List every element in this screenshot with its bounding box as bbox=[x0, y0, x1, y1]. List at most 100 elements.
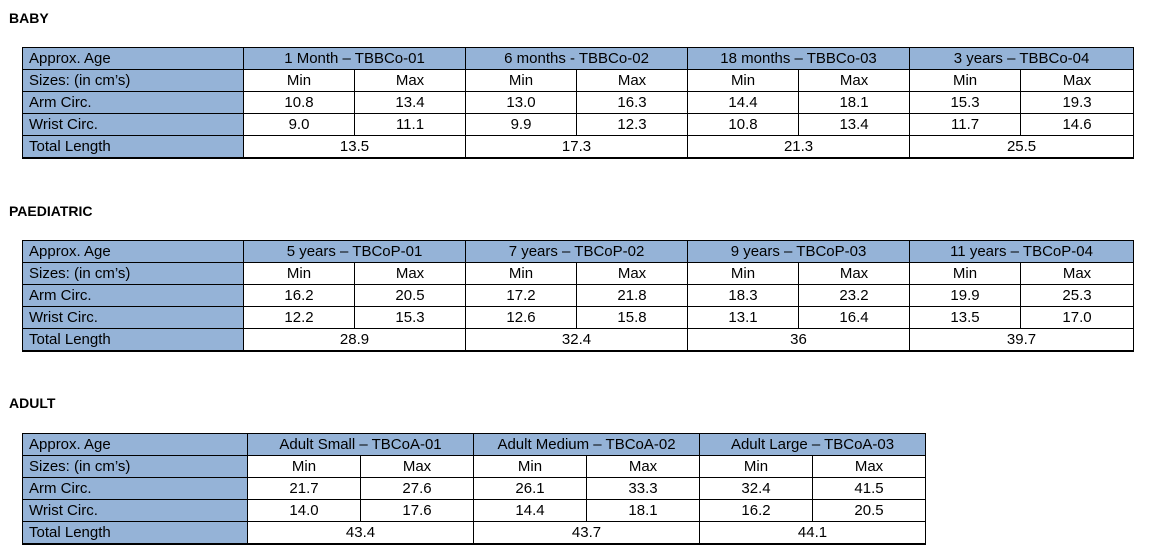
row-label: Total Length bbox=[22, 328, 244, 352]
table-cell: 14.0 bbox=[247, 499, 361, 522]
wrist-circ-row: Wrist Circ. 14.0 17.6 14.4 18.1 16.2 20.… bbox=[22, 499, 927, 522]
max-header: Max bbox=[354, 262, 466, 285]
min-header: Min bbox=[247, 455, 361, 478]
min-header: Min bbox=[465, 262, 577, 285]
row-label: Arm Circ. bbox=[22, 91, 244, 114]
table-cell: 16.3 bbox=[576, 91, 688, 114]
table-cell: 12.6 bbox=[465, 306, 577, 329]
total-length-cell: 36 bbox=[687, 328, 910, 352]
table-cell: 19.9 bbox=[909, 284, 1021, 307]
table-cell: 19.3 bbox=[1020, 91, 1135, 114]
max-header: Max bbox=[576, 262, 688, 285]
size-group-header: 18 months – TBBCo-03 bbox=[687, 47, 910, 70]
min-header: Min bbox=[909, 69, 1021, 92]
total-length-cell: 13.5 bbox=[242, 135, 466, 159]
table-cell: 18.1 bbox=[585, 499, 700, 522]
row-label: Approx. Age bbox=[22, 47, 244, 70]
table-cell: 10.8 bbox=[687, 113, 799, 136]
table-cell: 25.3 bbox=[1019, 284, 1135, 307]
adult-size-table: Approx. Age Adult Small – TBCoA-01 Adult… bbox=[22, 433, 927, 545]
table-cell: 17.0 bbox=[1019, 306, 1135, 329]
approx-age-row: Approx. Age 5 years – TBCoP-01 7 years –… bbox=[22, 240, 1135, 263]
max-header: Max bbox=[576, 69, 688, 92]
table-cell: 26.1 bbox=[473, 477, 587, 500]
baby-size-table: Approx. Age 1 Month – TBBCo-01 6 months … bbox=[22, 47, 1135, 159]
total-length-cell: 21.3 bbox=[687, 135, 910, 159]
table-cell: 32.4 bbox=[699, 477, 813, 500]
max-header: Max bbox=[798, 262, 910, 285]
total-length-cell: 43.4 bbox=[247, 521, 474, 545]
size-group-header: Adult Small – TBCoA-01 bbox=[247, 433, 474, 456]
size-group-header: 3 years – TBBCo-04 bbox=[909, 47, 1135, 70]
table-cell: 15.3 bbox=[354, 306, 466, 329]
size-group-header: 9 years – TBCoP-03 bbox=[687, 240, 910, 263]
total-length-row: Total Length 43.4 43.7 44.1 bbox=[22, 521, 927, 545]
table-cell: 41.5 bbox=[812, 477, 927, 500]
size-group-header: 1 Month – TBBCo-01 bbox=[242, 47, 466, 70]
row-label: Wrist Circ. bbox=[22, 113, 244, 136]
total-length-cell: 44.1 bbox=[699, 521, 927, 545]
total-length-row: Total Length 13.5 17.3 21.3 25.5 bbox=[22, 135, 1135, 159]
table-cell: 11.1 bbox=[353, 113, 466, 136]
row-label: Wrist Circ. bbox=[22, 499, 248, 522]
total-length-row: Total Length 28.9 32.4 36 39.7 bbox=[22, 328, 1135, 352]
table-cell: 11.7 bbox=[909, 113, 1021, 136]
row-label: Approx. Age bbox=[22, 433, 248, 456]
max-header: Max bbox=[1020, 69, 1135, 92]
total-length-cell: 32.4 bbox=[465, 328, 688, 352]
row-label: Total Length bbox=[22, 521, 248, 545]
table-cell: 23.2 bbox=[798, 284, 910, 307]
table-cell: 15.8 bbox=[576, 306, 688, 329]
table-cell: 13.4 bbox=[798, 113, 910, 136]
max-header: Max bbox=[798, 69, 910, 92]
min-header: Min bbox=[243, 262, 355, 285]
table-cell: 20.5 bbox=[812, 499, 927, 522]
total-length-cell: 25.5 bbox=[909, 135, 1135, 159]
table-cell: 13.1 bbox=[687, 306, 799, 329]
section-title-baby: BABY bbox=[9, 10, 49, 26]
table-cell: 27.6 bbox=[360, 477, 474, 500]
table-cell: 21.8 bbox=[576, 284, 688, 307]
table-cell: 13.0 bbox=[465, 91, 577, 114]
size-group-header: 7 years – TBCoP-02 bbox=[465, 240, 688, 263]
row-label: Wrist Circ. bbox=[22, 306, 244, 329]
sizes-row: Sizes: (in cm’s) Min Max Min Max Min Max… bbox=[22, 69, 1135, 92]
arm-circ-row: Arm Circ. 16.2 20.5 17.2 21.8 18.3 23.2 … bbox=[22, 284, 1135, 307]
min-header: Min bbox=[243, 69, 355, 92]
arm-circ-row: Arm Circ. 10.8 13.4 13.0 16.3 14.4 18.1 … bbox=[22, 91, 1135, 114]
table-cell: 18.1 bbox=[798, 91, 910, 114]
row-label: Total Length bbox=[22, 135, 244, 159]
arm-circ-row: Arm Circ. 21.7 27.6 26.1 33.3 32.4 41.5 bbox=[22, 477, 927, 500]
table-cell: 12.2 bbox=[243, 306, 355, 329]
table-cell: 13.5 bbox=[909, 306, 1021, 329]
wrist-circ-row: Wrist Circ. 12.2 15.3 12.6 15.8 13.1 16.… bbox=[22, 306, 1135, 329]
table-cell: 17.2 bbox=[465, 284, 577, 307]
total-length-cell: 43.7 bbox=[472, 521, 700, 545]
table-cell: 20.5 bbox=[354, 284, 466, 307]
table-cell: 9.0 bbox=[243, 113, 355, 136]
sizes-row: Sizes: (in cm’s) Min Max Min Max Min Max bbox=[22, 455, 927, 478]
max-header: Max bbox=[360, 455, 474, 478]
size-group-header: 5 years – TBCoP-01 bbox=[243, 240, 466, 263]
section-title-adult: ADULT bbox=[9, 395, 56, 411]
max-header: Max bbox=[1019, 262, 1135, 285]
size-group-header: 6 months - TBBCo-02 bbox=[465, 47, 688, 70]
size-group-header: Adult Large – TBCoA-03 bbox=[699, 433, 927, 456]
total-length-cell: 39.7 bbox=[908, 328, 1135, 352]
row-label: Sizes: (in cm’s) bbox=[22, 455, 248, 478]
row-label: Arm Circ. bbox=[22, 284, 244, 307]
row-label: Sizes: (in cm’s) bbox=[22, 262, 244, 285]
table-cell: 14.6 bbox=[1020, 113, 1135, 136]
max-header: Max bbox=[812, 455, 927, 478]
table-cell: 33.3 bbox=[585, 477, 700, 500]
table-cell: 15.3 bbox=[909, 91, 1021, 114]
table-cell: 21.7 bbox=[247, 477, 361, 500]
row-label: Approx. Age bbox=[22, 240, 244, 263]
min-header: Min bbox=[909, 262, 1021, 285]
table-cell: 17.6 bbox=[360, 499, 474, 522]
approx-age-row: Approx. Age Adult Small – TBCoA-01 Adult… bbox=[22, 433, 927, 456]
size-group-header: 11 years – TBCoP-04 bbox=[908, 240, 1135, 263]
row-label: Sizes: (in cm’s) bbox=[22, 69, 244, 92]
min-header: Min bbox=[699, 455, 813, 478]
table-cell: 16.2 bbox=[243, 284, 355, 307]
